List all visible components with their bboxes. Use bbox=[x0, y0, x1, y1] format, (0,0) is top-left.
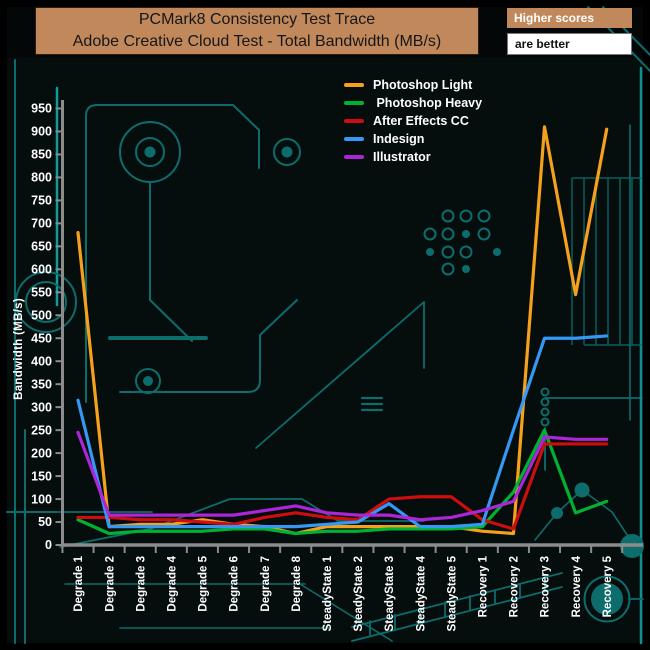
x-tick-label-degrade-7: Degrade 7 bbox=[260, 556, 272, 612]
y-tick-label: 300 bbox=[31, 400, 52, 414]
y-tick-label: 50 bbox=[38, 515, 52, 529]
y-tick-label: 200 bbox=[31, 446, 52, 460]
x-tick-label-degrade-5: Degrade 5 bbox=[198, 555, 210, 611]
y-tick-label: 800 bbox=[31, 171, 52, 185]
legend-label-photoshop-heavy: Photoshop Heavy bbox=[373, 96, 483, 110]
x-tick-label-degrade-1: Degrade 1 bbox=[73, 555, 85, 611]
x-tick-label-recovery-5: Recovery 5 bbox=[602, 555, 614, 617]
y-tick-label: 500 bbox=[31, 308, 52, 322]
legend-item-indesign: Indesign bbox=[344, 130, 482, 148]
x-tick-label-steadystate-3: SteadyState 3 bbox=[384, 556, 396, 631]
series-line-indesign bbox=[76, 334, 609, 529]
legend-swatch-after-effects-cc bbox=[344, 119, 364, 123]
x-tick-label-degrade-4: Degrade 4 bbox=[167, 555, 179, 611]
legend-label-after-effects-cc: After Effects CC bbox=[373, 114, 469, 128]
are-better-note: are better bbox=[507, 33, 632, 55]
legend-item-photoshop-light: Photoshop Light bbox=[344, 76, 482, 94]
chart-title-box: PCMark8 Consistency Test Trace Adobe Cre… bbox=[35, 7, 479, 55]
y-tick-label: 550 bbox=[31, 285, 52, 299]
axes: 0 50 100 150 200 250 300 350 400 450 500 550 600 650 7… bbox=[31, 100, 643, 631]
y-tick-label: 850 bbox=[31, 148, 52, 162]
x-tick-label-recovery-2: Recovery 2 bbox=[509, 556, 521, 617]
series-line-after-effects-cc bbox=[76, 442, 609, 531]
legend-item-after-effects-cc: After Effects CC bbox=[344, 112, 482, 130]
legend: Photoshop Light Photoshop Heavy After Eff… bbox=[344, 76, 482, 166]
legend-swatch-photoshop-light bbox=[344, 83, 364, 87]
series-line-photoshop-light bbox=[76, 125, 609, 536]
x-tick-label-steadystate-4: SteadyState 4 bbox=[415, 555, 427, 631]
y-tick-label: 950 bbox=[31, 102, 52, 116]
x-tick-label-steadystate-5: SteadyState 5 bbox=[446, 555, 458, 631]
y-tick-label: 250 bbox=[31, 423, 52, 437]
chart-title-line1: PCMark8 Consistency Test Trace bbox=[138, 11, 376, 28]
x-tick-label-degrade-6: Degrade 6 bbox=[229, 556, 241, 612]
series-lines bbox=[76, 125, 609, 536]
legend-label-indesign: Indesign bbox=[373, 132, 425, 146]
y-tick-label: 350 bbox=[31, 377, 52, 391]
y-tick-label: 150 bbox=[31, 469, 52, 483]
x-tick-label-recovery-3: Recovery 3 bbox=[540, 556, 552, 617]
higher-scores-note: Higher scores bbox=[507, 8, 632, 28]
legend-swatch-photoshop-heavy bbox=[344, 101, 364, 105]
y-tick-label: 900 bbox=[31, 125, 52, 139]
y-tick-label: 450 bbox=[31, 331, 52, 345]
x-tick-label-steadystate-2: SteadyState 2 bbox=[353, 556, 365, 631]
y-tick-label: 0 bbox=[45, 538, 52, 552]
legend-label-photoshop-light: Photoshop Light bbox=[373, 78, 473, 92]
x-tick-label-steadystate-1: SteadyState 1 bbox=[322, 555, 334, 631]
legend-label-illustrator: Illustrator bbox=[373, 150, 431, 164]
y-tick-label: 650 bbox=[31, 240, 52, 254]
y-tick-label: 100 bbox=[31, 492, 52, 506]
legend-item-photoshop-heavy: Photoshop Heavy bbox=[344, 94, 482, 112]
y-tick-label: 750 bbox=[31, 194, 52, 208]
series-line-illustrator bbox=[76, 430, 609, 522]
y-axis-title: Bandwidth (MB/s) bbox=[13, 298, 25, 400]
chart-title-line2: Adobe Creative Cloud Test - Total Bandwi… bbox=[72, 33, 442, 50]
y-tick-label: 700 bbox=[31, 217, 52, 231]
y-tick-label: 400 bbox=[31, 354, 52, 368]
y-tick-label: 600 bbox=[31, 263, 52, 277]
legend-item-illustrator: Illustrator bbox=[344, 148, 482, 166]
x-tick-label-degrade-3: Degrade 3 bbox=[135, 556, 147, 612]
x-tick-label-recovery-4: Recovery 4 bbox=[571, 555, 583, 617]
legend-swatch-illustrator bbox=[344, 155, 364, 159]
series-line-photoshop-heavy bbox=[76, 428, 609, 536]
x-tick-label-recovery-1: Recovery 1 bbox=[478, 555, 490, 617]
x-tick-label-degrade-2: Degrade 2 bbox=[104, 556, 116, 612]
x-tick-label-degrade-8: Degrade 8 bbox=[291, 555, 303, 611]
legend-swatch-indesign bbox=[344, 137, 364, 141]
